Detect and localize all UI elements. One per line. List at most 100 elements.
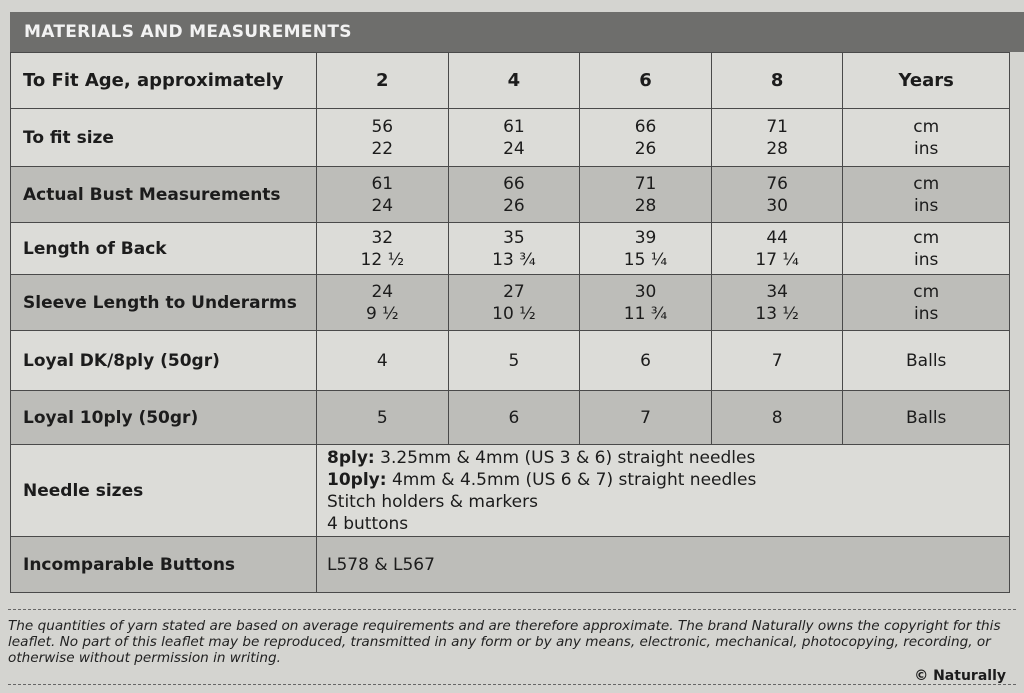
age-cell: 2 (316, 52, 449, 109)
ins-value: 24 (371, 195, 394, 216)
ins-unit: ins (914, 303, 939, 324)
value-cell: 24 9 ½ (316, 274, 449, 331)
cm-value: 34 (766, 281, 788, 302)
value-cell: 7 (710, 330, 844, 391)
ins-unit: ins (914, 138, 939, 159)
age-cell: 8 (710, 52, 844, 109)
cm-value: 76 (766, 173, 788, 194)
buttons-count-text: 4 buttons (327, 513, 409, 534)
ins-value: 15 ¼ (623, 249, 668, 270)
cm-value: 61 (371, 173, 394, 194)
ins-value: 28 (634, 195, 657, 216)
value-cell: 5 (447, 330, 581, 391)
needle-8ply-text: 3.25mm & 4mm (US 3 & 6) straight needles (374, 447, 756, 468)
cm-value: 71 (634, 173, 657, 194)
value-cell: 44 17 ¼ (710, 222, 844, 275)
value-cell: 6 (579, 330, 712, 391)
measurement-row: Actual Bust Measurements 61 24 66 26 71 28 76 30… (10, 166, 1010, 223)
ins-value: 10 ½ (492, 303, 536, 324)
ins-value: 30 (766, 195, 788, 216)
unit-cell: Balls (842, 390, 1010, 445)
value-cell: 8 (710, 390, 844, 445)
value-cell: 30 11 ¾ (579, 274, 712, 331)
ins-value: 13 ¾ (492, 249, 536, 270)
row-label: Actual Bust Measurements (10, 166, 317, 223)
cm-value: 56 (371, 116, 394, 137)
value-cell: 61 24 (447, 108, 581, 167)
value-cell: 66 26 (447, 166, 581, 223)
cm-value: 35 (503, 227, 525, 248)
cm-value: 71 (766, 116, 788, 137)
unit-cell: cm ins (842, 222, 1010, 275)
cm-value: 66 (634, 116, 657, 137)
value-cell: 35 13 ¾ (447, 222, 581, 275)
value-cell: 34 13 ½ (710, 274, 844, 331)
divider (8, 684, 1016, 685)
value-cell: 56 22 (316, 108, 449, 167)
ins-value: 22 (371, 138, 394, 159)
ins-unit: ins (914, 249, 939, 270)
notions-text: Stitch holders & markers (327, 491, 538, 512)
cm-value: 27 (503, 281, 525, 302)
disclaimer: The quantities of yarn stated are based … (8, 618, 1001, 666)
value-cell: 5 (316, 390, 449, 445)
needles-row: Needle sizes 8ply: 3.25mm & 4mm (US 3 & … (10, 444, 1010, 537)
unit-cell: Balls (842, 330, 1010, 391)
age-cell: 4 (447, 52, 581, 109)
row-label: Loyal 10ply (50gr) (10, 390, 317, 445)
needle-10ply-label: 10ply: (327, 469, 387, 490)
cm-unit: cm (913, 281, 940, 302)
age-row: To Fit Age, approximately 2 4 6 8 Years (10, 52, 1010, 109)
measurement-row: Sleeve Length to Underarms 24 9 ½ 27 10 ½ 30 1… (10, 274, 1010, 331)
value-cell: 76 30 (710, 166, 844, 223)
cm-unit: cm (913, 116, 940, 137)
yarn-row: Loyal 10ply (50gr) 5 6 7 8 Balls (10, 390, 1010, 445)
value-cell: 7 (579, 390, 712, 445)
unit-cell: cm ins (842, 108, 1010, 167)
row-label: Incomparable Buttons (10, 536, 317, 593)
ins-value: 13 ½ (755, 303, 799, 324)
cm-unit: cm (913, 227, 940, 248)
cm-value: 66 (503, 173, 525, 194)
section-title: MATERIALS AND MEASUREMENTS (10, 12, 1024, 52)
value-cell: 32 12 ½ (316, 222, 449, 275)
row-label: To fit size (10, 108, 317, 167)
cm-value: 44 (766, 227, 788, 248)
unit-cell: cm ins (842, 166, 1010, 223)
ins-value: 26 (634, 138, 657, 159)
needle-8ply-label: 8ply: (327, 447, 375, 468)
measurements-table: To Fit Age, approximately 2 4 6 8 Years … (10, 52, 1010, 593)
value-cell: 66 26 (579, 108, 712, 167)
measurement-row: To fit size 56 22 61 24 66 26 71 28 cm ins (10, 108, 1010, 167)
ins-value: 11 ¾ (623, 303, 668, 324)
ins-value: 17 ¼ (755, 249, 799, 270)
age-cell: 6 (579, 52, 712, 109)
ins-value: 28 (766, 138, 788, 159)
copyright: © Naturally (914, 668, 1006, 684)
yarn-row: Loyal DK/8ply (50gr) 4 5 6 7 Balls (10, 330, 1010, 391)
row-label: To Fit Age, approximately (10, 52, 317, 109)
row-label: Sleeve Length to Underarms (10, 274, 317, 331)
cm-value: 32 (371, 227, 394, 248)
needles-cell: 8ply: 3.25mm & 4mm (US 3 & 6) straight n… (316, 444, 1010, 537)
needle-10ply-text: 4mm & 4.5mm (US 6 & 7) straight needles (386, 469, 757, 490)
value-cell: 71 28 (579, 166, 712, 223)
measurement-row: Length of Back 32 12 ½ 35 13 ¾ 39 15 ¼ 44 17 ¼ cm… (10, 222, 1010, 275)
unit-cell: Years (842, 52, 1010, 109)
value-cell: 71 28 (710, 108, 844, 167)
cm-value: 61 (503, 116, 525, 137)
value-cell: 6 (447, 390, 581, 445)
value-cell: 27 10 ½ (447, 274, 581, 331)
value-cell: 61 24 (316, 166, 449, 223)
ins-value: 9 ½ (365, 303, 399, 324)
unit-cell: cm ins (842, 274, 1010, 331)
buttons-row: Incomparable Buttons L578 & L567 (10, 536, 1010, 593)
buttons-cell: L578 & L567 (316, 536, 1010, 593)
row-label: Length of Back (10, 222, 317, 275)
ins-value: 12 ½ (360, 249, 405, 270)
divider (8, 609, 1016, 610)
cm-value: 30 (634, 281, 657, 302)
ins-value: 24 (503, 138, 525, 159)
cm-value: 39 (634, 227, 657, 248)
ins-value: 26 (503, 195, 525, 216)
